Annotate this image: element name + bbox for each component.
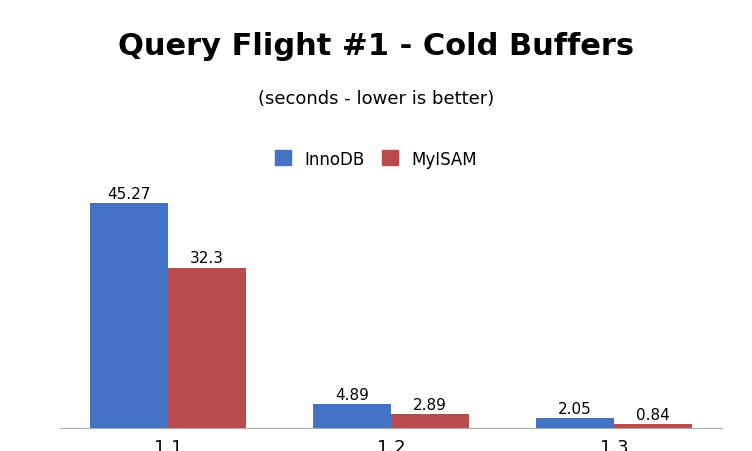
Text: 4.89: 4.89 (335, 387, 369, 402)
Text: 0.84: 0.84 (636, 407, 670, 422)
Text: 45.27: 45.27 (108, 186, 151, 202)
Text: 2.05: 2.05 (558, 401, 592, 416)
Bar (536, 418, 614, 428)
Text: 32.3: 32.3 (190, 251, 224, 266)
Bar (614, 424, 692, 428)
Bar (391, 414, 469, 428)
Bar (168, 268, 246, 428)
Text: 2.89: 2.89 (413, 397, 447, 412)
Legend: InnoDB, MyISAM: InnoDB, MyISAM (268, 143, 484, 175)
Bar (313, 404, 391, 428)
Text: Query Flight #1 - Cold Buffers: Query Flight #1 - Cold Buffers (118, 32, 634, 60)
Text: (seconds - lower is better): (seconds - lower is better) (258, 90, 494, 108)
Bar (90, 204, 168, 428)
